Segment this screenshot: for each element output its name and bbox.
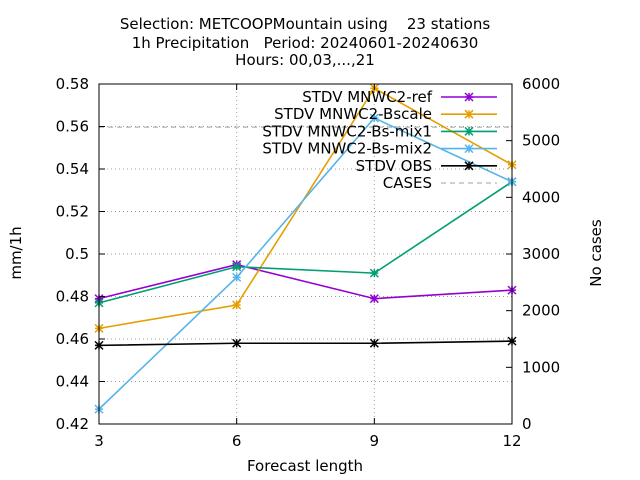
legend-marker-stdv-obs <box>464 161 474 171</box>
x-tick-label: 6 <box>232 432 242 450</box>
x-tick-label: 12 <box>502 432 521 450</box>
y-tick-label: 0.58 <box>56 75 89 93</box>
x-tick-label: 3 <box>94 432 104 450</box>
y-tick-label: 0.42 <box>56 415 89 433</box>
series-stdv-mnwc2-bs-mix2 <box>94 113 517 414</box>
chart-title-line-2: 1h Precipitation Period: 20240601-202406… <box>131 34 479 52</box>
y2-axis-label: No cases <box>587 219 605 287</box>
data-point-stdv-obs <box>232 338 242 348</box>
legend-label-stdv-mnwc2-ref: STDV MNWC2-ref <box>302 88 432 106</box>
y2-tick-label: 5000 <box>522 132 560 150</box>
data-point-stdv-mnwc2-bscale <box>232 300 242 310</box>
y-tick-label: 0.46 <box>56 330 89 348</box>
y-tick-label: 0.56 <box>56 118 89 136</box>
chart-title-line-3: Hours: 00,03,...,21 <box>235 51 375 69</box>
y-tick-label: 0.5 <box>65 245 89 263</box>
series-stdv-obs <box>94 336 517 350</box>
chart-title-line-1: Selection: METCOOPMountain using 23 stat… <box>119 15 491 33</box>
series-line-stdv-mnwc2-bs-mix1 <box>98 181 513 304</box>
legend-label-cases: CASES <box>383 174 432 192</box>
series-line-stdv-obs <box>98 340 513 347</box>
data-point-stdv-mnwc2-bs-mix2 <box>369 113 379 123</box>
y2-tick-label: 0 <box>522 415 532 433</box>
ticks-layer: 3 6 9 12 0.42 0.44 0.46 0.48 0.5 0.52 0.54 0.56 0.58… <box>56 75 561 450</box>
y2-tick-label: 2000 <box>522 302 560 320</box>
legend-marker-stdv-mnwc2-bscale <box>464 109 474 119</box>
plot-frame <box>98 83 513 425</box>
y2-tick-label: 3000 <box>522 245 560 263</box>
data-point-stdv-mnwc2-bs-mix2 <box>232 272 242 282</box>
y-axis-label: mm/1h <box>7 226 25 280</box>
data-point-stdv-obs <box>369 338 379 348</box>
y2-tick-label: 6000 <box>522 75 560 93</box>
legend-marker-stdv-mnwc2-bs-mix1 <box>464 126 474 136</box>
legend-label-stdv-obs: STDV OBS <box>356 157 432 175</box>
series-line-stdv-mnwc2-bs-mix2 <box>98 117 513 410</box>
data-point-stdv-mnwc2-bs-mix1 <box>369 268 379 278</box>
series-line-stdv-mnwc2-ref <box>98 263 513 300</box>
y-tick-label: 0.48 <box>56 288 89 306</box>
x-tick-label: 9 <box>370 432 380 450</box>
x-axis-label: Forecast length <box>246 457 364 475</box>
legend-label-stdv-mnwc2-bs-mix2: STDV MNWC2-Bs-mix2 <box>262 140 432 158</box>
y-tick-label: 0.54 <box>56 160 89 178</box>
legend-marker-stdv-mnwc2-bs-mix2 <box>464 144 474 154</box>
legend-marker-stdv-mnwc2-ref <box>464 92 474 102</box>
legend-label-stdv-mnwc2-bscale: STDV MNWC2-Bscale <box>274 105 432 123</box>
data-point-stdv-mnwc2-bs-mix1 <box>232 262 242 272</box>
y-tick-label: 0.52 <box>56 203 89 221</box>
y2-tick-label: 1000 <box>522 358 560 376</box>
data-point-stdv-mnwc2-ref <box>369 294 379 304</box>
y2-tick-label: 4000 <box>522 188 560 206</box>
legend-label-stdv-mnwc2-bs-mix1: STDV MNWC2-Bs-mix1 <box>262 122 432 140</box>
series-stdv-mnwc2-ref <box>94 260 517 304</box>
y-tick-label: 0.44 <box>56 373 89 391</box>
